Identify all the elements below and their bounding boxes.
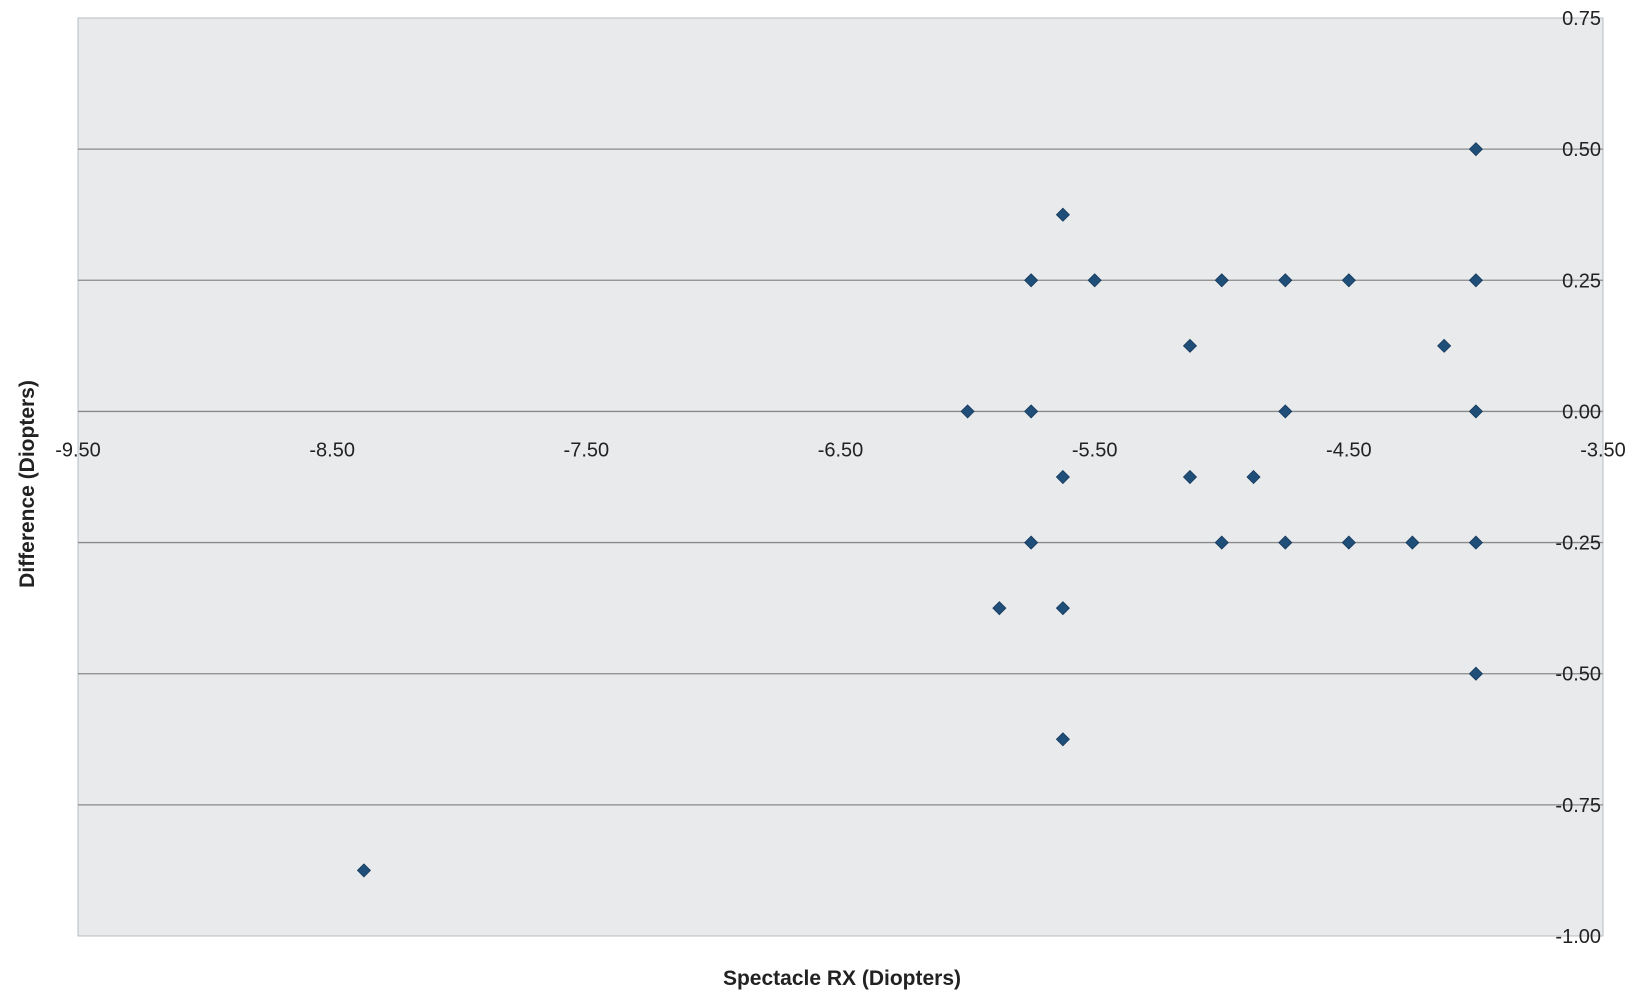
data-point: [1405, 535, 1420, 550]
data-point: [1468, 142, 1483, 157]
data-point: [1468, 535, 1483, 550]
y-tick-label: -0.50: [1555, 664, 1601, 686]
x-tick-label: -9.50: [55, 439, 101, 461]
data-point: [992, 601, 1007, 616]
y-tick-label: 0.50: [1562, 139, 1601, 161]
y-tick-label: -0.75: [1555, 795, 1601, 817]
data-point: [356, 863, 372, 878]
y-tick-label: 0.00: [1562, 401, 1601, 423]
data-point: [1437, 338, 1452, 353]
data-point: [1087, 273, 1102, 288]
x-tick-label: -3.50: [1580, 439, 1626, 461]
data-point: [1055, 207, 1070, 222]
y-tick-label: 0.25: [1562, 270, 1601, 292]
data-point: [1468, 404, 1483, 419]
data-point: [1024, 404, 1039, 419]
data-point: [1278, 404, 1293, 419]
y-tick-label: 0.75: [1562, 8, 1601, 30]
data-point: [1341, 535, 1356, 550]
data-point: [1055, 601, 1070, 616]
x-tick-label: -5.50: [1072, 439, 1118, 461]
x-tick-label: -4.50: [1326, 439, 1372, 461]
data-point: [1182, 338, 1198, 353]
data-point: [960, 404, 975, 419]
gridlines: [78, 148, 1603, 806]
x-axis-title: Spectacle RX (Diopters): [723, 967, 961, 990]
y-axis-title: Difference (Diopters): [16, 380, 39, 588]
data-point: [1246, 469, 1261, 485]
data-point: [1214, 273, 1229, 288]
y-tick-label: -1.00: [1555, 926, 1601, 948]
data-point: [1468, 273, 1483, 288]
plot-area: [77, 17, 1604, 937]
x-tick-label: -7.50: [564, 439, 610, 461]
data-points: [356, 142, 1483, 878]
data-point: [1278, 273, 1293, 288]
data-point: [1341, 273, 1356, 288]
data-point: [1055, 732, 1070, 747]
y-tick-label: -0.25: [1555, 533, 1601, 555]
x-axis-ticks: -9.50 -8.50 -7.50 -6.50 -5.50 -4.50 -3.50: [55, 439, 1626, 461]
data-point: [1468, 666, 1483, 681]
data-point: [1214, 535, 1229, 550]
data-point: [1182, 469, 1198, 485]
data-point: [1055, 469, 1070, 485]
x-tick-label: -8.50: [309, 439, 355, 461]
data-point: [1024, 273, 1039, 288]
x-tick-label: -6.50: [818, 439, 864, 461]
y-axis-ticks: 0.75 0.50 0.25 0.00 -0.25 -0.50 -0.75 -1.00: [1555, 8, 1601, 948]
data-point: [1278, 535, 1293, 550]
data-point: [1024, 535, 1039, 550]
